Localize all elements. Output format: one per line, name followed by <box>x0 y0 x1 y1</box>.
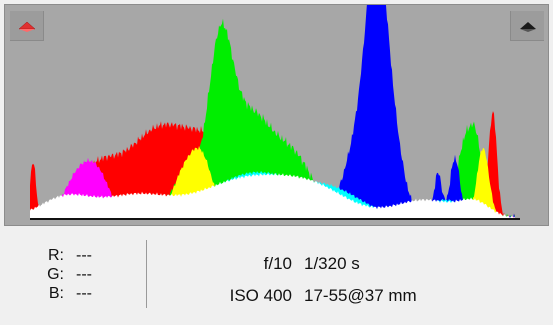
r-row: R: --- <box>38 246 138 265</box>
info-divider <box>146 240 147 308</box>
g-row: G: --- <box>38 265 138 284</box>
shutter-value: 1/320 s <box>304 254 360 273</box>
histogram-graph <box>30 5 520 220</box>
shadow-clipping-warning-button[interactable] <box>10 11 44 41</box>
rgb-readout: R: --- G: --- B: --- <box>38 246 138 303</box>
g-value: --- <box>76 266 92 283</box>
b-label: B: <box>48 285 64 302</box>
histogram-area <box>4 4 549 226</box>
histogram-blue-channel <box>30 5 515 218</box>
r-label: R: <box>48 247 64 264</box>
b-row: B: --- <box>38 284 138 303</box>
triangle-up-red-icon <box>18 21 36 32</box>
g-label: G: <box>47 266 64 283</box>
camera-right-column: 1/320 s 17-55@37 mm <box>304 248 544 312</box>
highlight-clipping-warning-button[interactable] <box>510 11 544 41</box>
iso-value: ISO 400 <box>229 286 292 305</box>
b-value: --- <box>76 285 92 302</box>
triangle-up-black-icon <box>520 22 536 32</box>
r-value: --- <box>76 247 92 264</box>
histogram-red-channel <box>30 111 515 218</box>
aperture-value: f/10 <box>263 254 292 273</box>
camera-left-column: f/10 ISO 400 <box>200 248 292 312</box>
histogram-white-channel <box>30 172 515 218</box>
focal-length-value: 17-55@37 mm <box>304 286 417 305</box>
info-area: R: --- G: --- B: --- f/10 ISO 400 1/320 … <box>0 230 553 325</box>
